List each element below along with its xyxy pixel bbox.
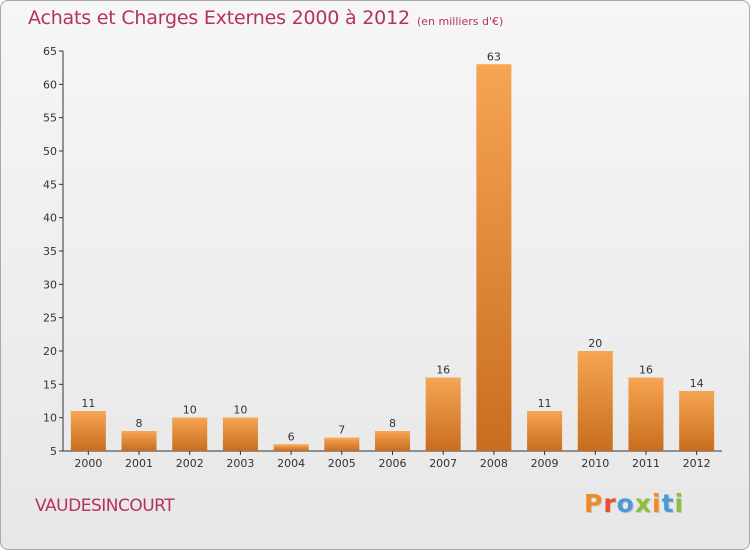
y-tick-label: 65 <box>43 45 57 58</box>
data-label: 14 <box>690 377 704 390</box>
axes: 5 10 15 20 25 30 35 40 45 50 55 60 65 <box>43 45 722 458</box>
brand-letter: o <box>616 489 635 518</box>
data-label: 16 <box>639 364 653 377</box>
y-tick-label: 35 <box>43 245 57 258</box>
y-tick-label: 10 <box>43 412 57 425</box>
bars <box>70 64 715 452</box>
data-label: 11 <box>538 397 552 410</box>
x-tick-label: 2001 <box>125 457 153 470</box>
bar <box>425 377 461 451</box>
y-tick-label: 30 <box>43 278 57 291</box>
bar <box>527 411 563 451</box>
bar <box>324 437 360 451</box>
bar-highlight <box>70 411 106 413</box>
bar-highlight <box>577 351 613 353</box>
brand-letter: t <box>661 489 675 518</box>
data-label: 6 <box>288 430 295 443</box>
bar <box>121 431 157 451</box>
x-tick-label: 2006 <box>379 457 407 470</box>
data-label: 8 <box>389 417 396 430</box>
data-label: 16 <box>436 364 450 377</box>
y-tick-label: 50 <box>43 145 57 158</box>
bar <box>172 417 208 451</box>
brand-letter: x <box>634 489 652 518</box>
y-tick-label: 60 <box>43 78 57 91</box>
data-label: 10 <box>183 404 197 417</box>
x-tick-label: 2000 <box>74 457 102 470</box>
brand-letter: i <box>674 489 685 518</box>
data-label: 20 <box>588 337 602 350</box>
brand-letter: i <box>652 489 662 518</box>
brand-letter: P <box>584 489 604 518</box>
labels: 11 2000 8 2001 10 2002 10 2003 6 2004 7 2005 8 2006 16… <box>74 50 710 470</box>
x-tick-label: 2012 <box>683 457 711 470</box>
x-tick-label: 2005 <box>328 457 356 470</box>
data-label: 11 <box>81 397 95 410</box>
y-tick-label: 40 <box>43 212 57 225</box>
y-tick-label: 5 <box>50 445 57 458</box>
y-tick-label: 45 <box>43 178 57 191</box>
x-tick-label: 2004 <box>277 457 305 470</box>
bar-highlight <box>679 391 715 393</box>
bar-highlight <box>476 64 512 67</box>
bar <box>273 444 309 451</box>
bar <box>628 377 664 451</box>
bar-highlight <box>324 437 360 440</box>
bar-highlight <box>628 377 664 380</box>
y-tick-label: 15 <box>43 378 57 391</box>
x-tick-label: 2003 <box>226 457 254 470</box>
x-tick-label: 2002 <box>176 457 204 470</box>
bar <box>476 64 512 452</box>
chart-subtitle: (en milliers d'€) <box>417 15 504 28</box>
x-tick-label: 2011 <box>632 457 660 470</box>
data-label: 10 <box>233 404 247 417</box>
data-label: 63 <box>487 50 501 63</box>
bar-highlight <box>172 417 208 420</box>
x-tick-label: 2010 <box>581 457 609 470</box>
brand-logo: Proxiti <box>584 489 684 518</box>
bar-highlight <box>375 431 410 433</box>
bar <box>577 351 613 451</box>
location-name: VAUDESINCOURT <box>35 496 175 516</box>
y-tick-label: 25 <box>43 312 57 325</box>
bar-highlight <box>527 411 563 413</box>
y-tick-label: 20 <box>43 345 57 358</box>
bar <box>375 431 410 451</box>
bar-highlight <box>273 444 309 447</box>
bar <box>70 411 106 451</box>
brand-letter: r <box>603 489 617 518</box>
bar-highlight <box>121 431 157 433</box>
chart-title: Achats et Charges Externes 2000 à 2012 <box>28 7 410 29</box>
y-tick-label: 55 <box>43 112 57 125</box>
bar-highlight <box>222 417 258 420</box>
x-tick-label: 2009 <box>531 457 559 470</box>
data-label: 8 <box>136 417 143 430</box>
bar-highlight <box>425 377 461 380</box>
data-label: 7 <box>338 424 345 437</box>
bar <box>679 391 715 451</box>
bar <box>222 417 258 451</box>
x-tick-label: 2008 <box>480 457 508 470</box>
x-tick-label: 2007 <box>429 457 457 470</box>
